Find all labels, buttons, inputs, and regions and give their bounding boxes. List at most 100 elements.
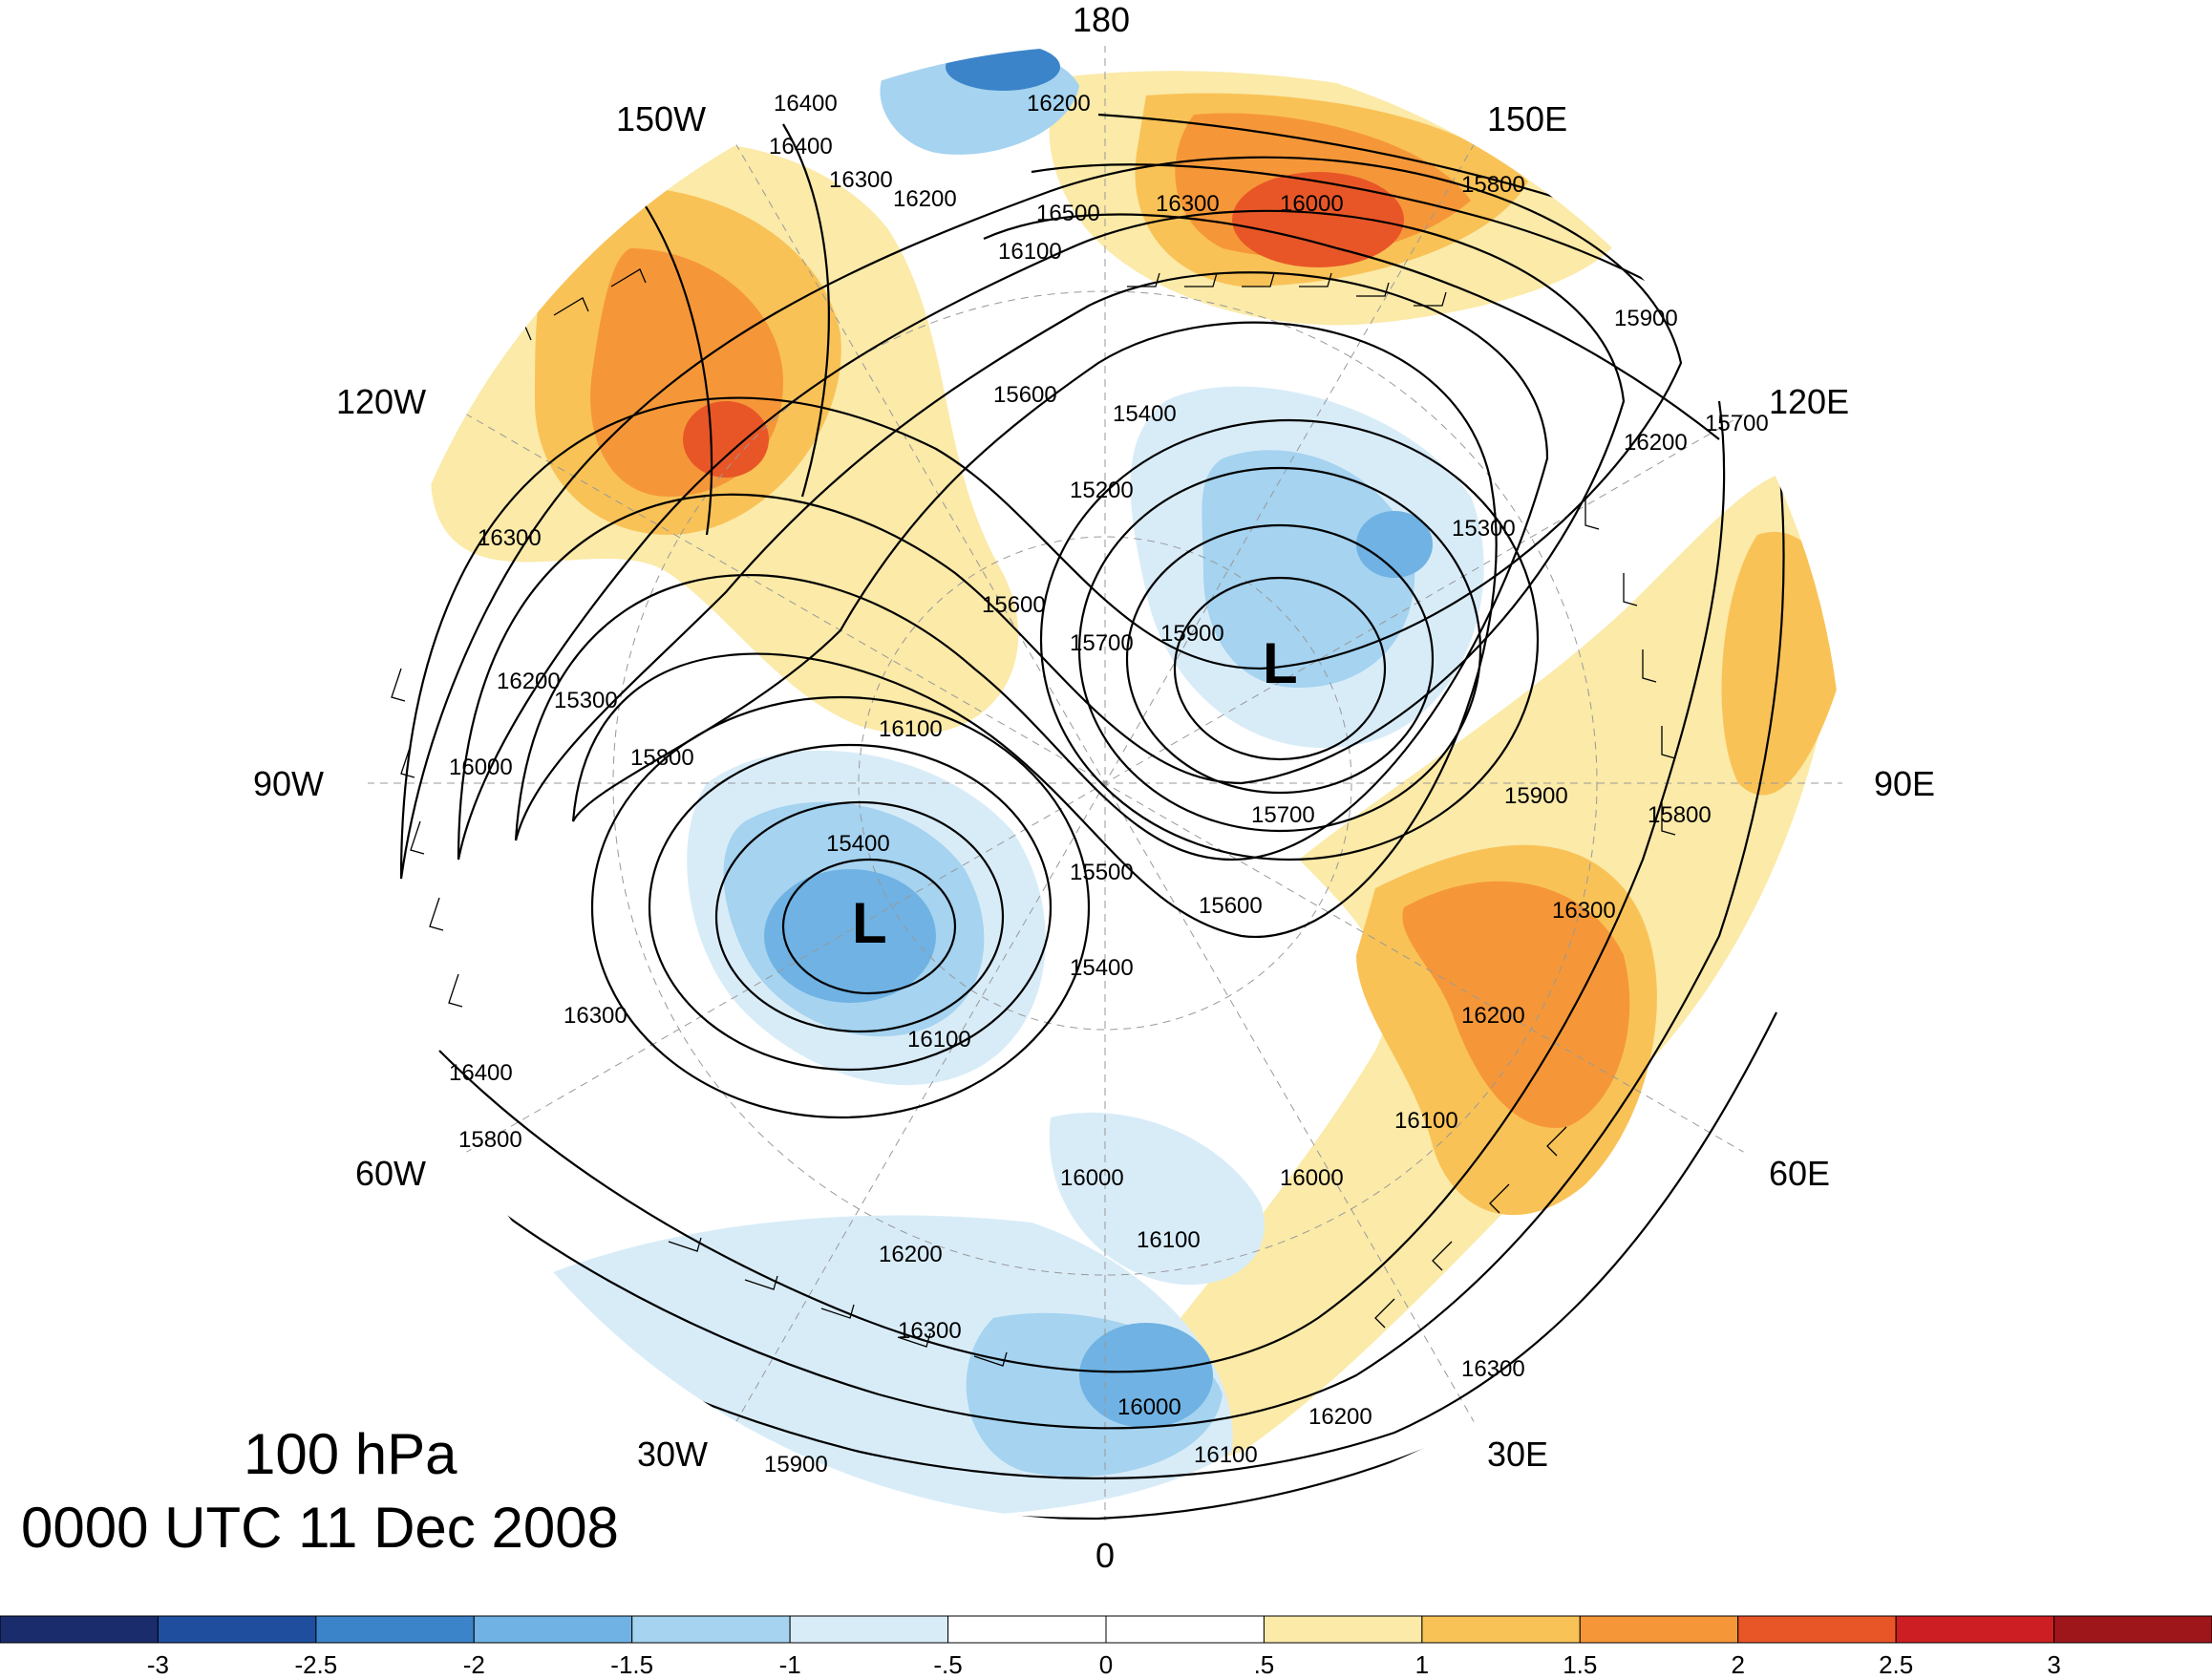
contour-label: 16300 — [1156, 191, 1220, 217]
contour-label: 16200 — [893, 186, 957, 212]
colorbar-swatch — [315, 1615, 475, 1644]
map-border — [366, 44, 1844, 1522]
contour-label: 16000 — [1117, 1394, 1181, 1420]
contour-label: 16200 — [1027, 91, 1091, 117]
contour-label: 15800 — [630, 745, 694, 771]
contour-label: 16100 — [1394, 1108, 1458, 1134]
contour-label: 16200 — [879, 1242, 943, 1267]
contour-label: 16300 — [829, 167, 893, 193]
contour-label: 16100 — [998, 239, 1062, 265]
cold-anomaly-region — [1356, 511, 1433, 578]
colorbar-swatch — [1105, 1615, 1265, 1644]
contour-label: 15900 — [1504, 783, 1568, 809]
cold-anomaly-region — [1079, 1323, 1213, 1428]
contour-label: 15400 — [1113, 401, 1177, 427]
lon-label-150w: 150W — [616, 99, 707, 138]
colorbar-swatch — [947, 1615, 1107, 1644]
colorbar-swatch — [0, 1615, 159, 1644]
lon-label-180: 180 — [1073, 0, 1131, 39]
contour-label: 15600 — [982, 592, 1046, 618]
cold-anomaly-region — [1202, 450, 1415, 688]
cold-anomaly-region — [764, 869, 936, 1003]
contour-label: 15800 — [1648, 802, 1712, 828]
contour-label: 16500 — [1036, 201, 1100, 226]
contour-label: 15700 — [1251, 802, 1315, 828]
lon-label-90e: 90E — [1874, 764, 1936, 803]
lon-label-60e: 60E — [1769, 1154, 1831, 1193]
contour-label: 15800 — [458, 1127, 522, 1153]
colorbar-tick-label: -2 — [462, 1650, 485, 1679]
colorbar-swatch — [1737, 1615, 1897, 1644]
contour-label: 15900 — [1614, 306, 1678, 331]
contour-label: 16200 — [1624, 430, 1688, 456]
low-center-north: L — [1263, 631, 1298, 695]
lon-label-0: 0 — [1095, 1536, 1116, 1575]
low-center-atlantic: L — [852, 891, 887, 955]
contour-label: 16100 — [879, 716, 943, 742]
contour-label: 16200 — [1308, 1404, 1372, 1430]
warm-anomaly-region — [1232, 172, 1404, 267]
contour-label: 15200 — [1070, 478, 1134, 503]
contour-label: 16300 — [564, 1003, 627, 1029]
colorbar-tick-label: 2 — [1731, 1650, 1745, 1679]
contour-label: 16100 — [907, 1027, 971, 1053]
colorbar-tick-label: -1.5 — [610, 1650, 654, 1679]
colorbar-swatch — [1421, 1615, 1581, 1644]
lon-label-120e: 120E — [1769, 382, 1850, 421]
contour-label: 16100 — [1137, 1227, 1201, 1253]
colorbar-tick-label: .5 — [1253, 1650, 1275, 1679]
pressure-level-title: 100 hPa — [244, 1422, 457, 1486]
colorbar-tick-label: -1 — [778, 1650, 801, 1679]
colorbar-tick-label: 0 — [1098, 1650, 1114, 1679]
cold-anomaly-region — [1049, 1112, 1265, 1286]
warm-anomaly-region — [1721, 531, 1843, 796]
contour-label: 16000 — [1280, 1165, 1344, 1191]
colorbar-tick-label: 2.5 — [1879, 1650, 1914, 1679]
contour-label: 16400 — [774, 91, 838, 117]
contour-label: 16100 — [1194, 1442, 1258, 1468]
valid-time-title: 0000 UTC 11 Dec 2008 — [21, 1496, 619, 1560]
colorbar-tick-label: -.5 — [933, 1650, 963, 1679]
contour-label: 15800 — [1461, 172, 1525, 198]
contour-label: 16200 — [1461, 1003, 1525, 1029]
height-contours — [381, 113, 1797, 1521]
contour-label: 15700 — [1070, 630, 1134, 656]
contour-label: 15900 — [764, 1452, 828, 1478]
colorbar-tick-label: 3 — [2047, 1650, 2061, 1679]
lon-label-150e: 150E — [1487, 99, 1568, 138]
contour-label: 16300 — [1552, 898, 1616, 924]
colorbar-tick-label: -2.5 — [294, 1650, 338, 1679]
contour-label: 15400 — [1070, 955, 1134, 981]
graticule — [367, 45, 1843, 1521]
colorbar — [0, 1615, 2212, 1644]
contour-label: 16200 — [497, 669, 561, 694]
lon-label-30e: 30E — [1487, 1435, 1549, 1474]
contour-label: 16300 — [478, 525, 542, 551]
warm-anomaly-region — [683, 401, 769, 478]
colorbar-tick-label: -3 — [146, 1650, 169, 1679]
lon-label-90w: 90W — [253, 764, 325, 803]
contour-label: 16000 — [1060, 1165, 1124, 1191]
contour-label: 15900 — [1160, 621, 1224, 647]
contour-label: 16300 — [898, 1318, 962, 1344]
colorbar-swatch — [631, 1615, 791, 1644]
cold-anomaly-region — [946, 45, 1060, 91]
wind-barbs — [391, 268, 1676, 1367]
colorbar-swatch — [1579, 1615, 1739, 1644]
contour-label: 16400 — [769, 134, 833, 159]
contour-label: 15300 — [1452, 516, 1516, 542]
contour-label: 15300 — [554, 688, 618, 713]
colorbar-tick-label: 1 — [1414, 1650, 1430, 1679]
colorbar-swatch — [1263, 1615, 1423, 1644]
contour-label: 15400 — [826, 831, 890, 857]
colorbar-swatch — [1895, 1615, 2055, 1644]
contour-label: 16400 — [449, 1060, 513, 1086]
lon-label-120w: 120W — [336, 382, 427, 421]
lon-label-60w: 60W — [355, 1154, 427, 1193]
contour-label: 15500 — [1070, 860, 1134, 885]
colorbar-swatch — [789, 1615, 949, 1644]
contour-label: 16000 — [1280, 191, 1344, 217]
contour-label: 15600 — [1199, 893, 1263, 919]
lon-label-30w: 30W — [637, 1435, 709, 1474]
